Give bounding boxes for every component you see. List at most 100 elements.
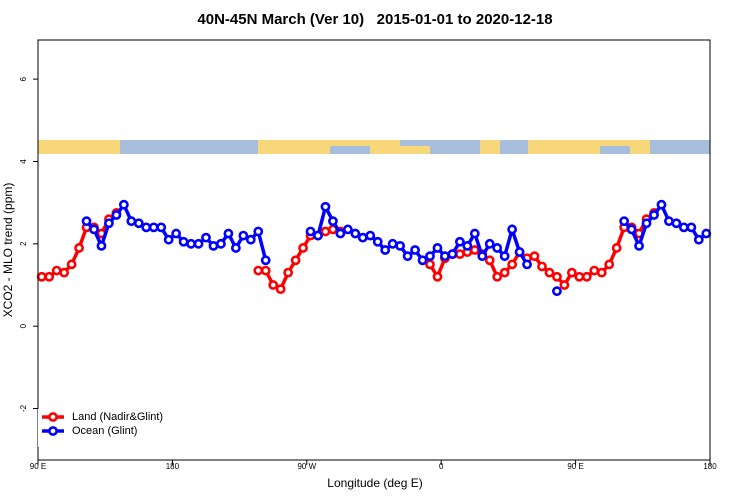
data-point — [656, 199, 667, 210]
data-point — [634, 240, 644, 251]
x-tick-label: 90 E — [567, 462, 583, 471]
data-point — [118, 199, 129, 210]
data-point — [499, 267, 510, 278]
data-point — [477, 251, 488, 262]
legend-label: Land (Nadir&Glint) — [72, 411, 163, 423]
data-point — [552, 271, 562, 282]
data-point — [507, 259, 518, 270]
x-axis-label: Longitude (deg E) — [327, 476, 422, 490]
data-point — [678, 222, 689, 233]
data-point — [626, 224, 637, 235]
surface-band — [38, 140, 710, 154]
data-point — [499, 251, 510, 262]
data-point — [253, 265, 264, 276]
data-point — [440, 251, 450, 262]
data-point — [81, 216, 92, 227]
data-point — [148, 222, 159, 233]
legend-marker — [48, 412, 58, 422]
data-point — [589, 265, 600, 276]
data-point — [552, 286, 562, 297]
legend: Land (Nadir&Glint) Ocean (Glint) — [38, 409, 188, 447]
data-point — [484, 238, 495, 249]
y-tick-label: 2 — [19, 241, 28, 246]
data-point — [201, 232, 211, 243]
data-point — [372, 236, 383, 247]
data-point — [44, 271, 55, 282]
data-point — [462, 240, 473, 251]
chart-title: 40N-45N March (Ver 10) 2015-01-01 to 202… — [197, 11, 552, 28]
data-point — [649, 210, 659, 220]
data-point — [410, 245, 420, 255]
data-point — [611, 243, 622, 253]
x-tick-label: 180 — [703, 462, 717, 471]
data-point — [492, 271, 503, 282]
data-point — [693, 234, 704, 245]
data-point — [260, 255, 271, 266]
x-tick-label: 90 E — [30, 462, 46, 471]
data-point — [320, 201, 331, 212]
data-point — [320, 226, 331, 237]
data-point — [223, 228, 234, 239]
data-point — [537, 261, 547, 272]
data-point — [447, 249, 458, 260]
data-point — [230, 243, 241, 253]
data-point — [604, 259, 615, 270]
data-point — [574, 271, 585, 282]
data-point — [522, 259, 532, 270]
data-point — [619, 216, 630, 227]
data-point — [671, 218, 682, 229]
band-land — [528, 140, 650, 154]
plot-area — [36, 199, 712, 297]
data-point — [253, 226, 264, 237]
data-point — [581, 271, 592, 282]
data-point — [432, 271, 443, 282]
data-point — [387, 238, 398, 249]
data-point — [186, 238, 196, 249]
data-point — [193, 238, 204, 249]
data-point — [51, 265, 62, 276]
data-point — [529, 251, 540, 262]
data-point — [469, 245, 480, 255]
data-point — [96, 240, 107, 251]
data-point — [163, 234, 174, 245]
data-point — [305, 226, 316, 237]
data-point — [111, 210, 122, 220]
data-point — [141, 222, 152, 233]
y-tick-label: 0 — [19, 323, 28, 328]
data-point — [686, 222, 697, 233]
data-point — [335, 228, 346, 239]
data-point — [313, 230, 323, 241]
data-point — [664, 216, 674, 227]
data-point — [260, 265, 271, 276]
band-ocean — [600, 146, 630, 154]
data-point — [328, 216, 338, 227]
data-point — [275, 284, 286, 295]
band-land — [38, 140, 120, 154]
y-axis-label: XCO2 - MLO trend (ppm) — [1, 183, 15, 318]
data-point — [365, 230, 376, 241]
data-point — [208, 240, 219, 251]
data-point — [283, 267, 294, 278]
data-point — [36, 271, 47, 282]
data-point — [544, 267, 555, 278]
data-point — [492, 243, 503, 253]
data-point — [290, 255, 301, 266]
data-point — [74, 243, 84, 253]
data-point — [104, 218, 114, 229]
data-point — [342, 224, 353, 235]
data-point — [178, 236, 189, 247]
data-point — [126, 216, 137, 227]
data-point — [425, 259, 435, 270]
y-tick-label: 6 — [19, 76, 28, 81]
data-point — [566, 267, 577, 278]
data-point — [454, 249, 465, 260]
data-point — [507, 224, 518, 235]
data-point — [432, 243, 443, 253]
data-point — [268, 280, 279, 290]
data-point — [66, 259, 77, 270]
x-tick-label: 180 — [166, 462, 180, 471]
x-tick-label: 0 — [439, 462, 444, 471]
data-point — [425, 251, 435, 262]
data-point — [701, 228, 712, 239]
